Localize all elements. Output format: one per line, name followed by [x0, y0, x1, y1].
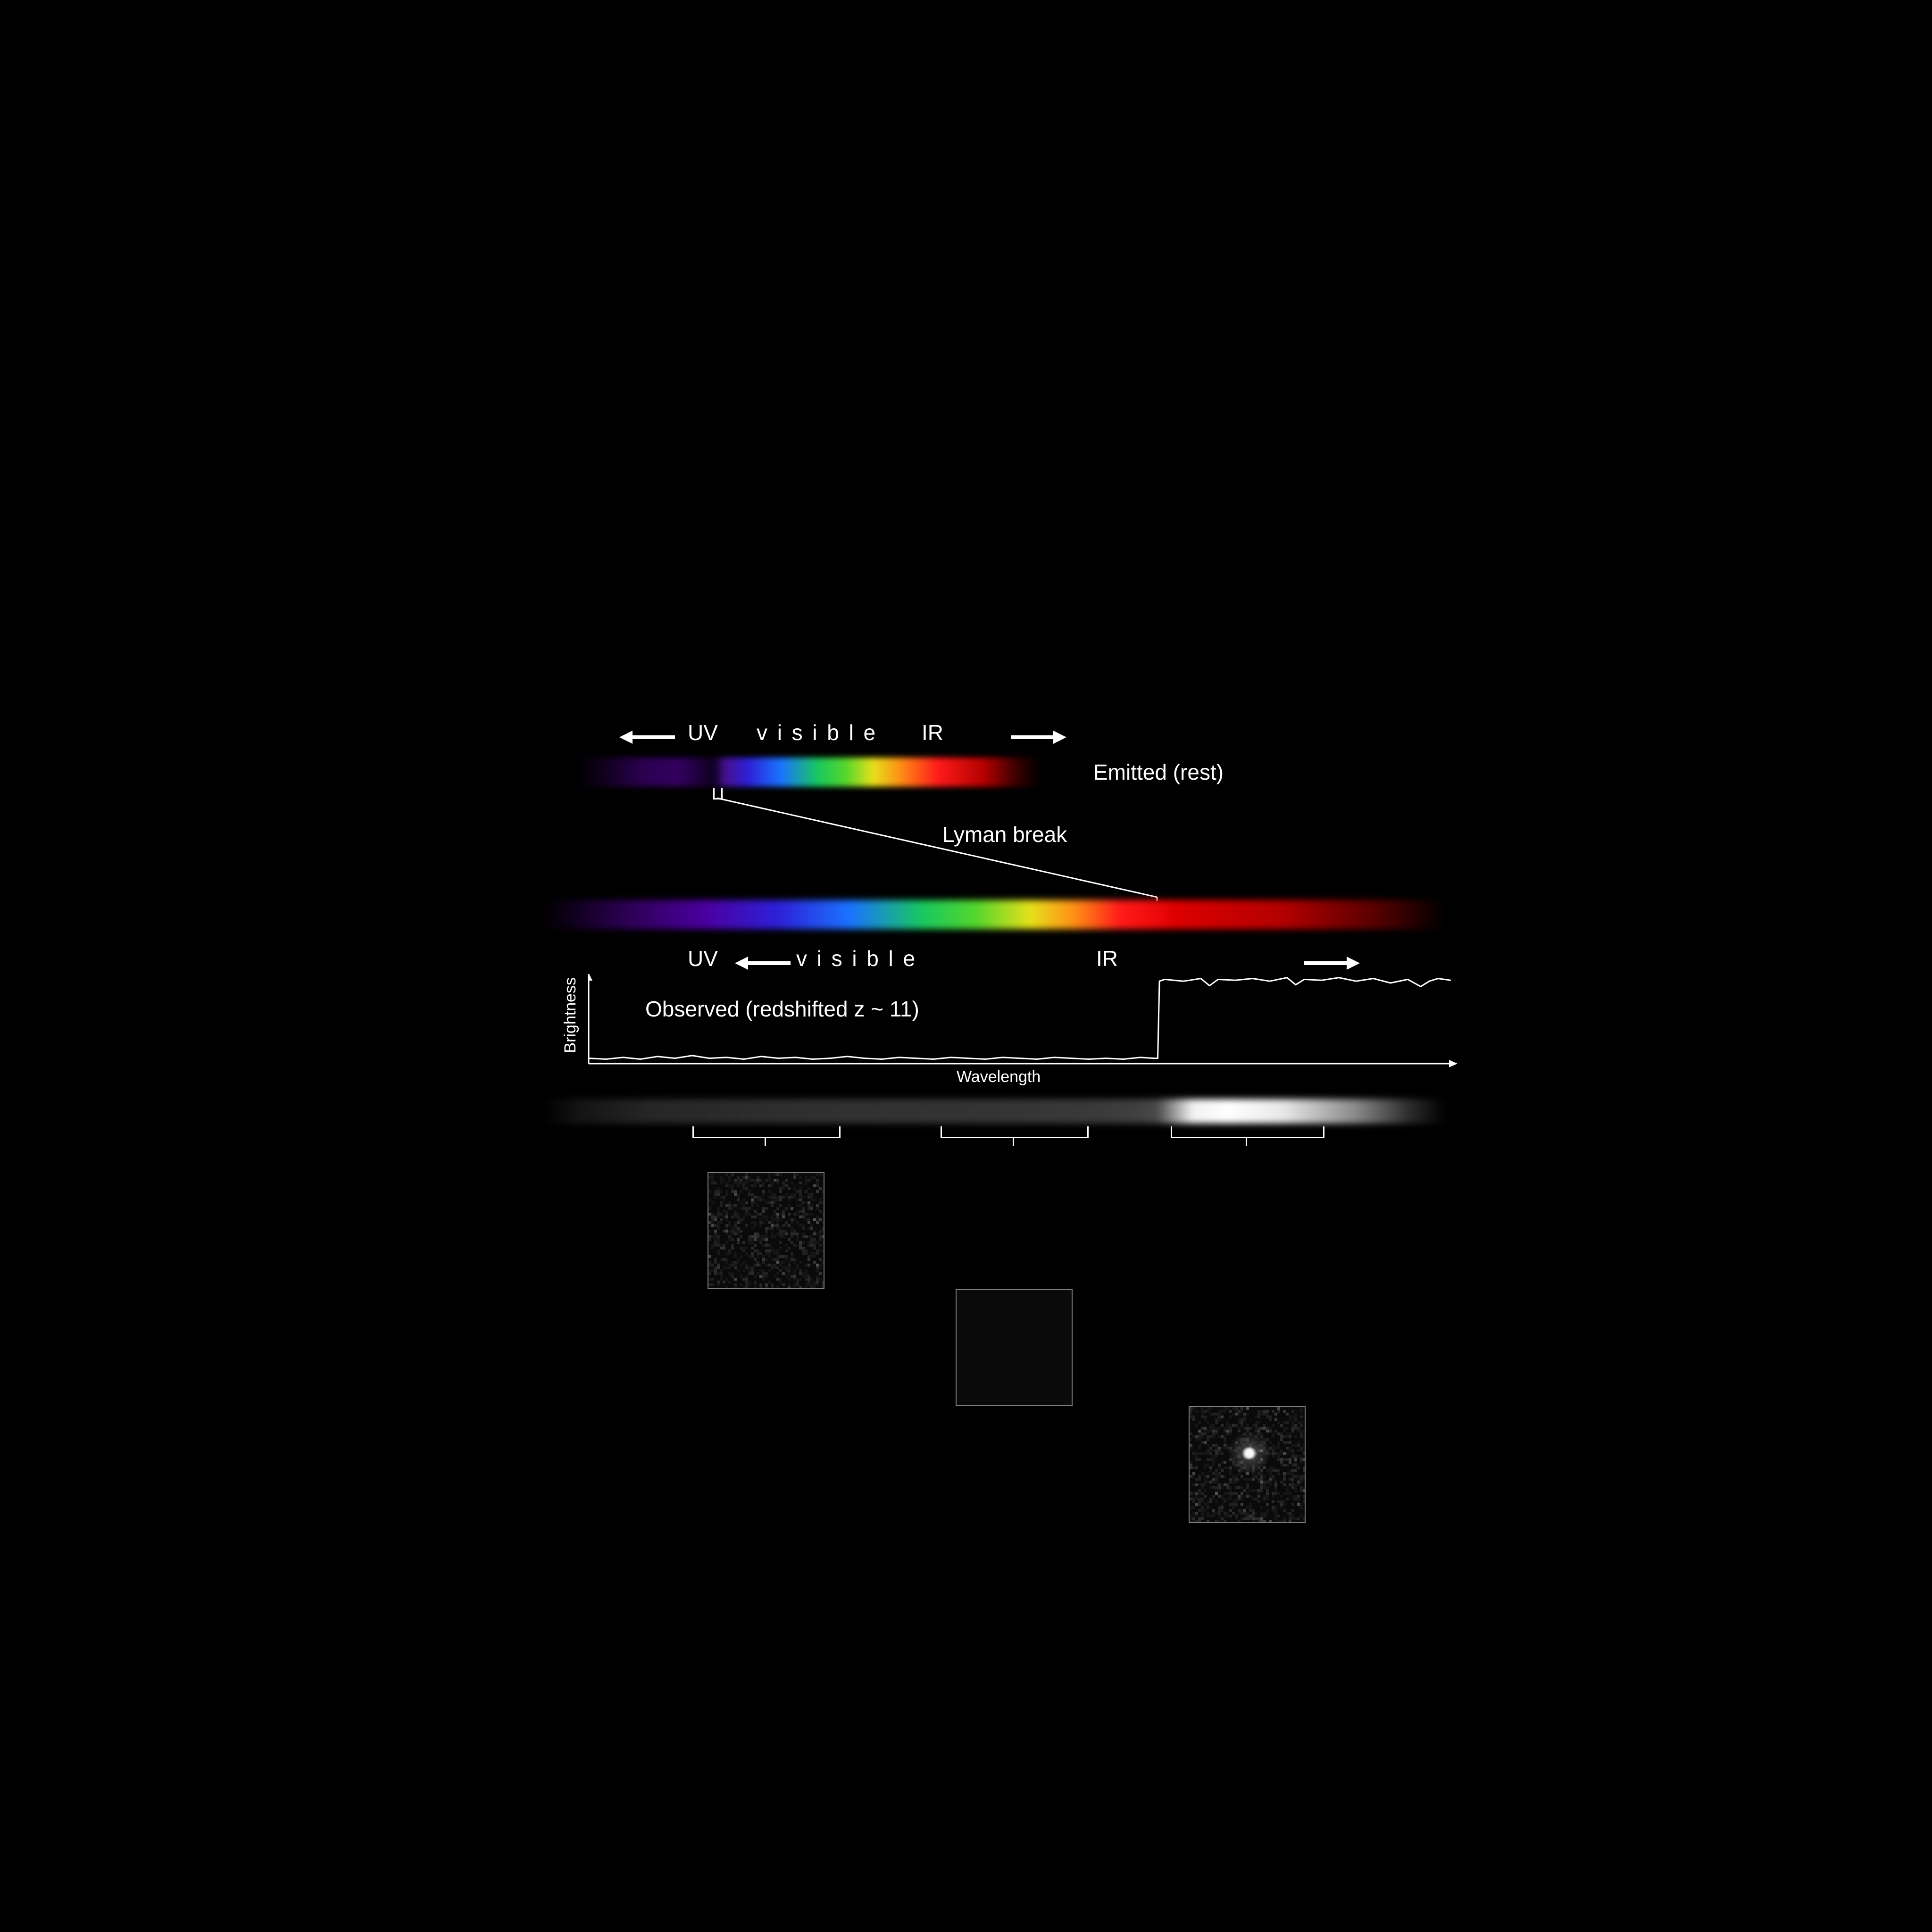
filter-bracket-tick-3	[1246, 1137, 1247, 1146]
arrow-ir-top	[1011, 731, 1066, 744]
filter-bracket-tick-1	[765, 1137, 766, 1146]
spectrum-observed	[543, 900, 1445, 929]
filter-thumbnail-3	[1189, 1406, 1306, 1523]
ir-label-mid: IR	[1096, 946, 1118, 971]
arrow-uv-mid	[735, 957, 791, 970]
lyman-break-label: Lyman break	[942, 822, 1067, 847]
spectrum-emitted	[577, 758, 1040, 787]
spectrum-grayscale	[543, 1099, 1445, 1124]
filter-bracket-tick-2	[1013, 1137, 1014, 1146]
filter-thumbnail-2	[956, 1289, 1073, 1406]
ir-label-top: IR	[922, 720, 943, 745]
visible-label-top: visible	[757, 720, 885, 745]
filter-thumbnail-1	[708, 1172, 824, 1289]
arrow-ir-mid	[1304, 957, 1360, 970]
filter-bracket-2	[941, 1126, 1089, 1138]
filter-bracket-3	[1171, 1126, 1324, 1138]
filter-bracket-1	[692, 1126, 841, 1138]
uv-label-mid: UV	[688, 946, 718, 971]
visible-label-mid: visible	[796, 946, 925, 971]
observed-label: Observed (redshifted z ~ 11)	[645, 996, 919, 1022]
wavelength-axis-label: Wavelength	[957, 1068, 1041, 1086]
arrow-uv-top	[619, 731, 675, 744]
brightness-axis-label: Brightness	[561, 977, 580, 1053]
uv-label-top: UV	[688, 720, 718, 745]
brightness-plot	[588, 974, 1458, 1073]
lyman-break-bracket-top	[713, 788, 723, 799]
emitted-rest-label: Emitted (rest)	[1093, 759, 1224, 785]
